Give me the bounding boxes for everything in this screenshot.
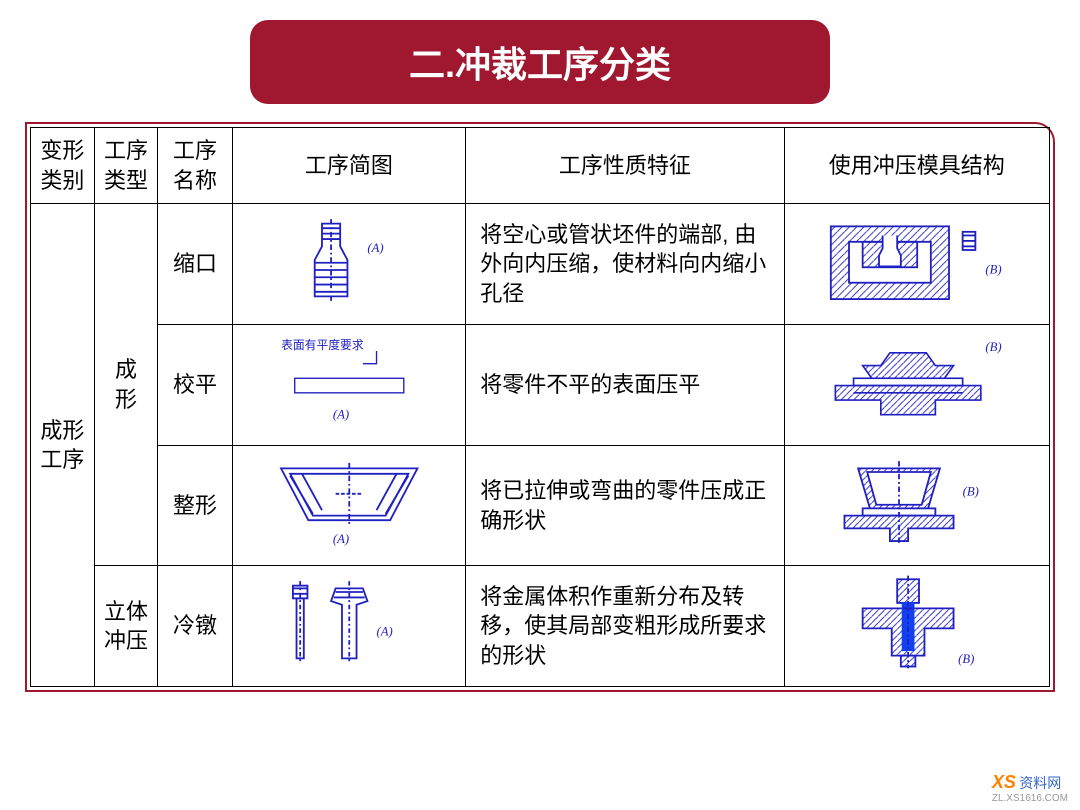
cell-name: 缩口 xyxy=(158,204,232,325)
diagram-flatten-icon: 表面有平度要求 (A) xyxy=(237,331,462,431)
th-diagram: 工序简图 xyxy=(232,128,466,204)
mold-flatten-icon: (B) xyxy=(789,331,1045,431)
mold-label: (B) xyxy=(985,263,1001,277)
mold-label: (B) xyxy=(985,340,1001,354)
table-container: 变形 类别 工序 类型 工序 名称 工序简图 工序性质特征 使用冲压模具结构 成… xyxy=(25,122,1055,692)
th-type: 工序 类型 xyxy=(94,128,158,204)
th-characteristic: 工序性质特征 xyxy=(466,128,784,204)
process-table: 变形 类别 工序 类型 工序 名称 工序简图 工序性质特征 使用冲压模具结构 成… xyxy=(30,127,1050,687)
table-row: 成形 工序 成 形 缩口 (A) xyxy=(31,204,1050,325)
cell-category: 成形 工序 xyxy=(31,204,95,687)
cell-mold: (B) xyxy=(784,445,1049,566)
cell-characteristic: 将空心或管状坯件的端部, 由外向内压缩，使材料向内缩小孔径 xyxy=(466,204,784,325)
diagram-label: (A) xyxy=(376,625,392,639)
diagram-label: (A) xyxy=(367,241,383,255)
watermark: XS 资料网 ZL.XS1616.COM xyxy=(992,772,1068,804)
cell-characteristic: 将零件不平的表面压平 xyxy=(466,325,784,446)
diagram-note: 表面有平度要求 xyxy=(281,338,364,352)
cell-name: 整形 xyxy=(158,445,232,566)
table-header-row: 变形 类别 工序 类型 工序 名称 工序简图 工序性质特征 使用冲压模具结构 xyxy=(31,128,1050,204)
cell-diagram: (A) xyxy=(232,445,466,566)
table-row: 整形 (A) 将已拉伸或弯 xyxy=(31,445,1050,566)
mold-necking-icon: (B) xyxy=(789,210,1045,310)
table-row: 校平 表面有平度要求 (A) 将零件不平的表面压平 xyxy=(31,325,1050,446)
watermark-url: ZL.XS1616.COM xyxy=(992,793,1068,804)
slide: 二.冲裁工序分类 变形 类别 工序 类型 工序 名称 工序简图 工序性质特征 使… xyxy=(0,0,1080,810)
cell-diagram: (A) xyxy=(232,204,466,325)
diagram-label: (A) xyxy=(333,407,349,421)
watermark-brand-a: XS xyxy=(992,772,1016,792)
diagram-necking-icon: (A) xyxy=(237,210,462,310)
th-category: 变形 类别 xyxy=(31,128,95,204)
mold-label: (B) xyxy=(962,484,978,498)
th-name: 工序 名称 xyxy=(158,128,232,204)
diagram-coldheading-icon: (A) xyxy=(237,572,462,672)
diagram-label: (A) xyxy=(333,532,349,546)
mold-label: (B) xyxy=(958,652,974,666)
cell-type-cold: 立体 冲压 xyxy=(94,566,158,687)
cell-characteristic: 将已拉伸或弯曲的零件压成正确形状 xyxy=(466,445,784,566)
watermark-brand-b: 资料网 xyxy=(1019,775,1061,791)
cell-mold: (B) xyxy=(784,566,1049,687)
cell-characteristic: 将金属体积作重新分布及转移，使其局部变粗形成所要求的形状 xyxy=(466,566,784,687)
mold-coldheading-icon: (B) xyxy=(789,572,1045,672)
cell-name: 冷镦 xyxy=(158,566,232,687)
cell-type-forming: 成 形 xyxy=(94,204,158,566)
cell-mold: (B) xyxy=(784,325,1049,446)
cell-diagram: (A) xyxy=(232,566,466,687)
cell-name: 校平 xyxy=(158,325,232,446)
cell-mold: (B) xyxy=(784,204,1049,325)
th-mold: 使用冲压模具结构 xyxy=(784,128,1049,204)
diagram-reshape-icon: (A) xyxy=(237,452,462,552)
section-title: 二.冲裁工序分类 xyxy=(250,20,830,104)
cell-diagram: 表面有平度要求 (A) xyxy=(232,325,466,446)
table-row: 立体 冲压 冷镦 xyxy=(31,566,1050,687)
mold-reshape-icon: (B) xyxy=(789,452,1045,552)
